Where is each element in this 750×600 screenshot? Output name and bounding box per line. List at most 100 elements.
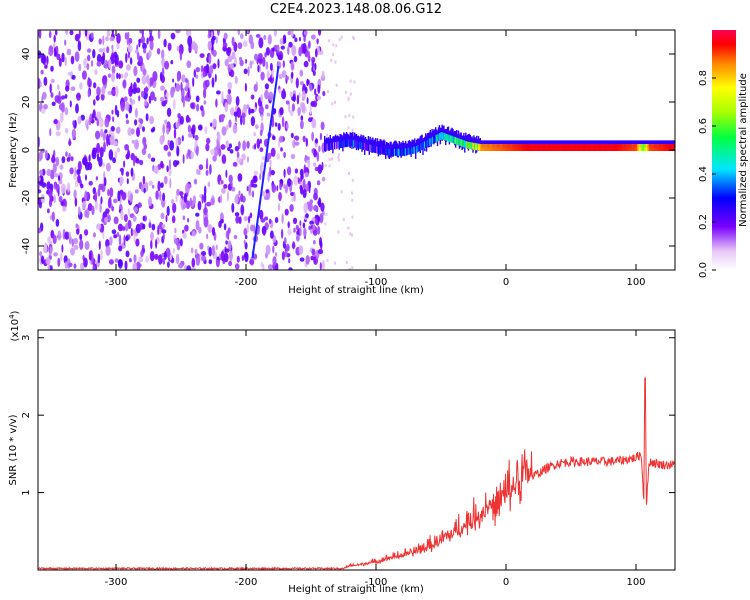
- noise-speckle: [312, 162, 317, 167]
- noise-speckle: [64, 107, 69, 116]
- noise-speckle: [73, 237, 79, 245]
- noise-speckle: [280, 228, 284, 239]
- ridge-core: [596, 144, 598, 151]
- noise-speckle: [236, 107, 242, 118]
- ridge-core: [336, 141, 339, 149]
- ridge-edge: [466, 135, 468, 147]
- ridge-core: [490, 144, 492, 151]
- noise-speckle: [268, 91, 274, 102]
- noise-speckle: [181, 74, 186, 83]
- ridge-core: [631, 144, 633, 151]
- noise-speckle: [98, 48, 104, 53]
- noise-speckle: [284, 208, 289, 216]
- noise-speckle: [202, 71, 206, 78]
- ridge-core: [577, 144, 579, 151]
- noise-speckle: [84, 30, 88, 37]
- noise-speckle: [226, 47, 231, 56]
- noise-speckle: [320, 121, 325, 131]
- noise-speckle: [133, 233, 136, 243]
- ridge-core: [395, 148, 397, 156]
- ridge-edge: [443, 125, 445, 139]
- ridge-edge: [386, 142, 389, 151]
- noise-speckle: [187, 87, 190, 98]
- noise-speckle: [348, 114, 351, 118]
- ridge-core: [367, 144, 370, 152]
- ridge-core: [537, 144, 540, 151]
- ridge-core: [378, 146, 380, 154]
- noise-speckle: [176, 73, 180, 82]
- bottom-y-axis-label: SNR (10 * v/v): [8, 414, 19, 485]
- noise-speckle: [116, 110, 120, 118]
- ridge-core: [339, 141, 341, 149]
- ridge-core: [587, 144, 589, 151]
- ridge-core: [647, 144, 649, 151]
- ridge-edge: [327, 137, 329, 146]
- noise-speckle: [100, 56, 105, 65]
- noise-speckle: [166, 205, 170, 217]
- ridge-edge: [407, 141, 410, 153]
- ridge-core: [448, 134, 451, 142]
- ridge-edge: [343, 132, 345, 145]
- noise-speckle: [157, 180, 161, 192]
- noise-speckle: [199, 53, 205, 58]
- noise-speckle: [328, 158, 331, 161]
- ridge-edge: [409, 141, 411, 152]
- noise-speckle: [347, 226, 350, 230]
- ridge-core: [368, 144, 370, 152]
- bottom-x-axis: -300 -200 -100 0 100: [105, 330, 646, 588]
- noise-speckle: [240, 204, 245, 216]
- noise-speckle: [348, 171, 350, 175]
- ridge-core: [671, 144, 673, 151]
- noise-speckle: [195, 95, 200, 103]
- ridge-core: [401, 148, 403, 156]
- ridge-core: [560, 144, 562, 151]
- ridge-core: [533, 144, 535, 151]
- noise-speckle: [232, 161, 238, 167]
- noise-speckle: [118, 73, 121, 80]
- noise-speckle: [256, 138, 261, 149]
- noise-speckle: [351, 198, 354, 202]
- noise-speckle: [248, 215, 251, 224]
- noise-speckle: [129, 97, 133, 103]
- noise-speckle: [220, 250, 225, 262]
- ridge-core: [440, 132, 442, 140]
- noise-speckle: [135, 238, 140, 247]
- noise-speckle: [123, 214, 128, 222]
- ridge-core: [447, 134, 450, 142]
- noise-speckle: [224, 59, 229, 67]
- ridge-core: [352, 139, 354, 147]
- ridge-core: [391, 148, 393, 156]
- noise-speckle: [250, 94, 255, 100]
- noise-speckle: [272, 135, 276, 141]
- noise-speckle: [294, 168, 299, 174]
- noise-speckle: [319, 236, 322, 247]
- noise-speckle: [41, 91, 47, 100]
- noise-speckle: [255, 33, 261, 38]
- noise-speckle: [246, 30, 249, 34]
- noise-speckle: [160, 212, 165, 220]
- ridge-core: [521, 144, 523, 151]
- ridge-edge: [375, 138, 377, 152]
- colorbar-tick-label: 0.4: [698, 166, 709, 182]
- ridge-core: [456, 137, 458, 145]
- noise-speckle: [46, 55, 49, 65]
- ridge-core: [508, 144, 511, 151]
- ridge-edge: [380, 139, 382, 148]
- noise-speckle: [349, 92, 352, 96]
- noise-speckle: [72, 120, 75, 127]
- noise-speckle: [111, 72, 115, 83]
- noise-speckle: [268, 77, 272, 82]
- ridge-core: [346, 139, 349, 147]
- noise-speckle: [298, 245, 304, 255]
- noise-speckle: [262, 264, 265, 270]
- noise-speckle: [136, 52, 140, 61]
- noise-speckle: [292, 93, 296, 103]
- noise-speckle: [161, 229, 167, 234]
- ridge-core: [460, 139, 462, 147]
- noise-speckle: [282, 88, 285, 95]
- noise-speckle: [316, 180, 321, 186]
- noise-speckle: [162, 233, 165, 240]
- noise-speckle: [280, 45, 285, 50]
- ridge-core: [611, 144, 613, 151]
- ridge-core: [444, 133, 446, 141]
